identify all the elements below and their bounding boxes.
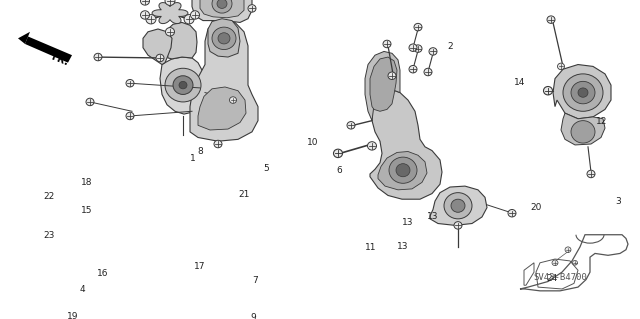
Circle shape bbox=[565, 247, 571, 253]
Text: 13: 13 bbox=[397, 242, 408, 251]
Circle shape bbox=[165, 68, 201, 102]
Circle shape bbox=[388, 72, 396, 79]
Text: 4: 4 bbox=[79, 286, 85, 294]
Polygon shape bbox=[165, 22, 197, 59]
Circle shape bbox=[156, 54, 164, 62]
Polygon shape bbox=[553, 64, 611, 119]
Circle shape bbox=[578, 88, 588, 97]
Polygon shape bbox=[208, 19, 240, 57]
Text: 11: 11 bbox=[365, 243, 376, 252]
Polygon shape bbox=[561, 113, 605, 145]
Circle shape bbox=[126, 79, 134, 87]
Circle shape bbox=[333, 149, 342, 158]
Circle shape bbox=[563, 74, 603, 111]
Text: 21: 21 bbox=[238, 190, 250, 199]
Circle shape bbox=[444, 193, 472, 219]
Polygon shape bbox=[365, 51, 400, 121]
Text: 20: 20 bbox=[531, 203, 542, 212]
Text: 18: 18 bbox=[81, 178, 92, 187]
Polygon shape bbox=[430, 186, 487, 226]
Text: 15: 15 bbox=[81, 206, 92, 215]
Circle shape bbox=[424, 68, 432, 76]
Circle shape bbox=[396, 164, 410, 177]
Text: 13: 13 bbox=[401, 218, 413, 227]
Text: 5: 5 bbox=[263, 164, 269, 173]
Circle shape bbox=[230, 97, 237, 103]
Circle shape bbox=[191, 11, 200, 19]
Circle shape bbox=[126, 112, 134, 120]
Text: 13: 13 bbox=[426, 212, 438, 221]
Text: 8: 8 bbox=[197, 147, 203, 156]
Circle shape bbox=[552, 260, 558, 266]
Circle shape bbox=[383, 40, 391, 48]
Circle shape bbox=[414, 45, 422, 52]
Polygon shape bbox=[190, 20, 258, 141]
Circle shape bbox=[451, 199, 465, 212]
Circle shape bbox=[146, 15, 156, 24]
Circle shape bbox=[141, 11, 150, 19]
Circle shape bbox=[248, 5, 256, 12]
Text: FR.: FR. bbox=[50, 52, 70, 68]
Polygon shape bbox=[18, 32, 30, 44]
Circle shape bbox=[212, 27, 236, 49]
Polygon shape bbox=[143, 29, 172, 64]
Circle shape bbox=[429, 48, 437, 55]
Text: 9: 9 bbox=[250, 314, 256, 319]
Text: 10: 10 bbox=[307, 138, 318, 147]
Polygon shape bbox=[198, 87, 246, 130]
Circle shape bbox=[389, 157, 417, 183]
Circle shape bbox=[94, 53, 102, 61]
Circle shape bbox=[184, 15, 194, 24]
Circle shape bbox=[409, 65, 417, 73]
Circle shape bbox=[571, 121, 595, 143]
Polygon shape bbox=[378, 152, 427, 190]
Text: 6: 6 bbox=[336, 166, 342, 175]
Text: SV43-B4700: SV43-B4700 bbox=[533, 273, 587, 282]
Text: 14: 14 bbox=[514, 78, 525, 87]
Polygon shape bbox=[160, 57, 205, 114]
Circle shape bbox=[573, 260, 577, 265]
Text: 24: 24 bbox=[547, 274, 557, 283]
Text: 23: 23 bbox=[44, 231, 55, 240]
Text: 7: 7 bbox=[252, 276, 258, 285]
Polygon shape bbox=[370, 89, 442, 199]
Text: 19: 19 bbox=[67, 312, 78, 319]
Circle shape bbox=[179, 81, 187, 89]
Polygon shape bbox=[370, 57, 397, 111]
Text: 16: 16 bbox=[97, 269, 108, 278]
Polygon shape bbox=[25, 36, 72, 63]
Text: 12: 12 bbox=[596, 117, 607, 126]
Polygon shape bbox=[152, 3, 188, 24]
Circle shape bbox=[409, 44, 417, 51]
Polygon shape bbox=[200, 0, 244, 18]
Circle shape bbox=[414, 23, 422, 31]
Circle shape bbox=[547, 16, 555, 23]
Circle shape bbox=[543, 86, 552, 95]
Circle shape bbox=[347, 122, 355, 129]
Circle shape bbox=[86, 98, 94, 106]
Circle shape bbox=[587, 170, 595, 178]
Text: 1: 1 bbox=[190, 154, 196, 163]
Circle shape bbox=[173, 76, 193, 94]
Circle shape bbox=[212, 0, 232, 13]
Circle shape bbox=[571, 81, 595, 104]
Circle shape bbox=[454, 222, 462, 229]
Polygon shape bbox=[192, 0, 252, 22]
Circle shape bbox=[141, 0, 150, 5]
Circle shape bbox=[217, 0, 227, 8]
Circle shape bbox=[508, 210, 516, 217]
Text: 3: 3 bbox=[615, 197, 621, 205]
Circle shape bbox=[166, 27, 175, 36]
Circle shape bbox=[218, 33, 230, 44]
Text: 17: 17 bbox=[195, 262, 205, 271]
Text: 2: 2 bbox=[447, 42, 453, 51]
Circle shape bbox=[557, 63, 564, 70]
Circle shape bbox=[367, 142, 376, 150]
Circle shape bbox=[214, 140, 222, 148]
Circle shape bbox=[165, 0, 175, 5]
Text: 22: 22 bbox=[44, 192, 55, 201]
